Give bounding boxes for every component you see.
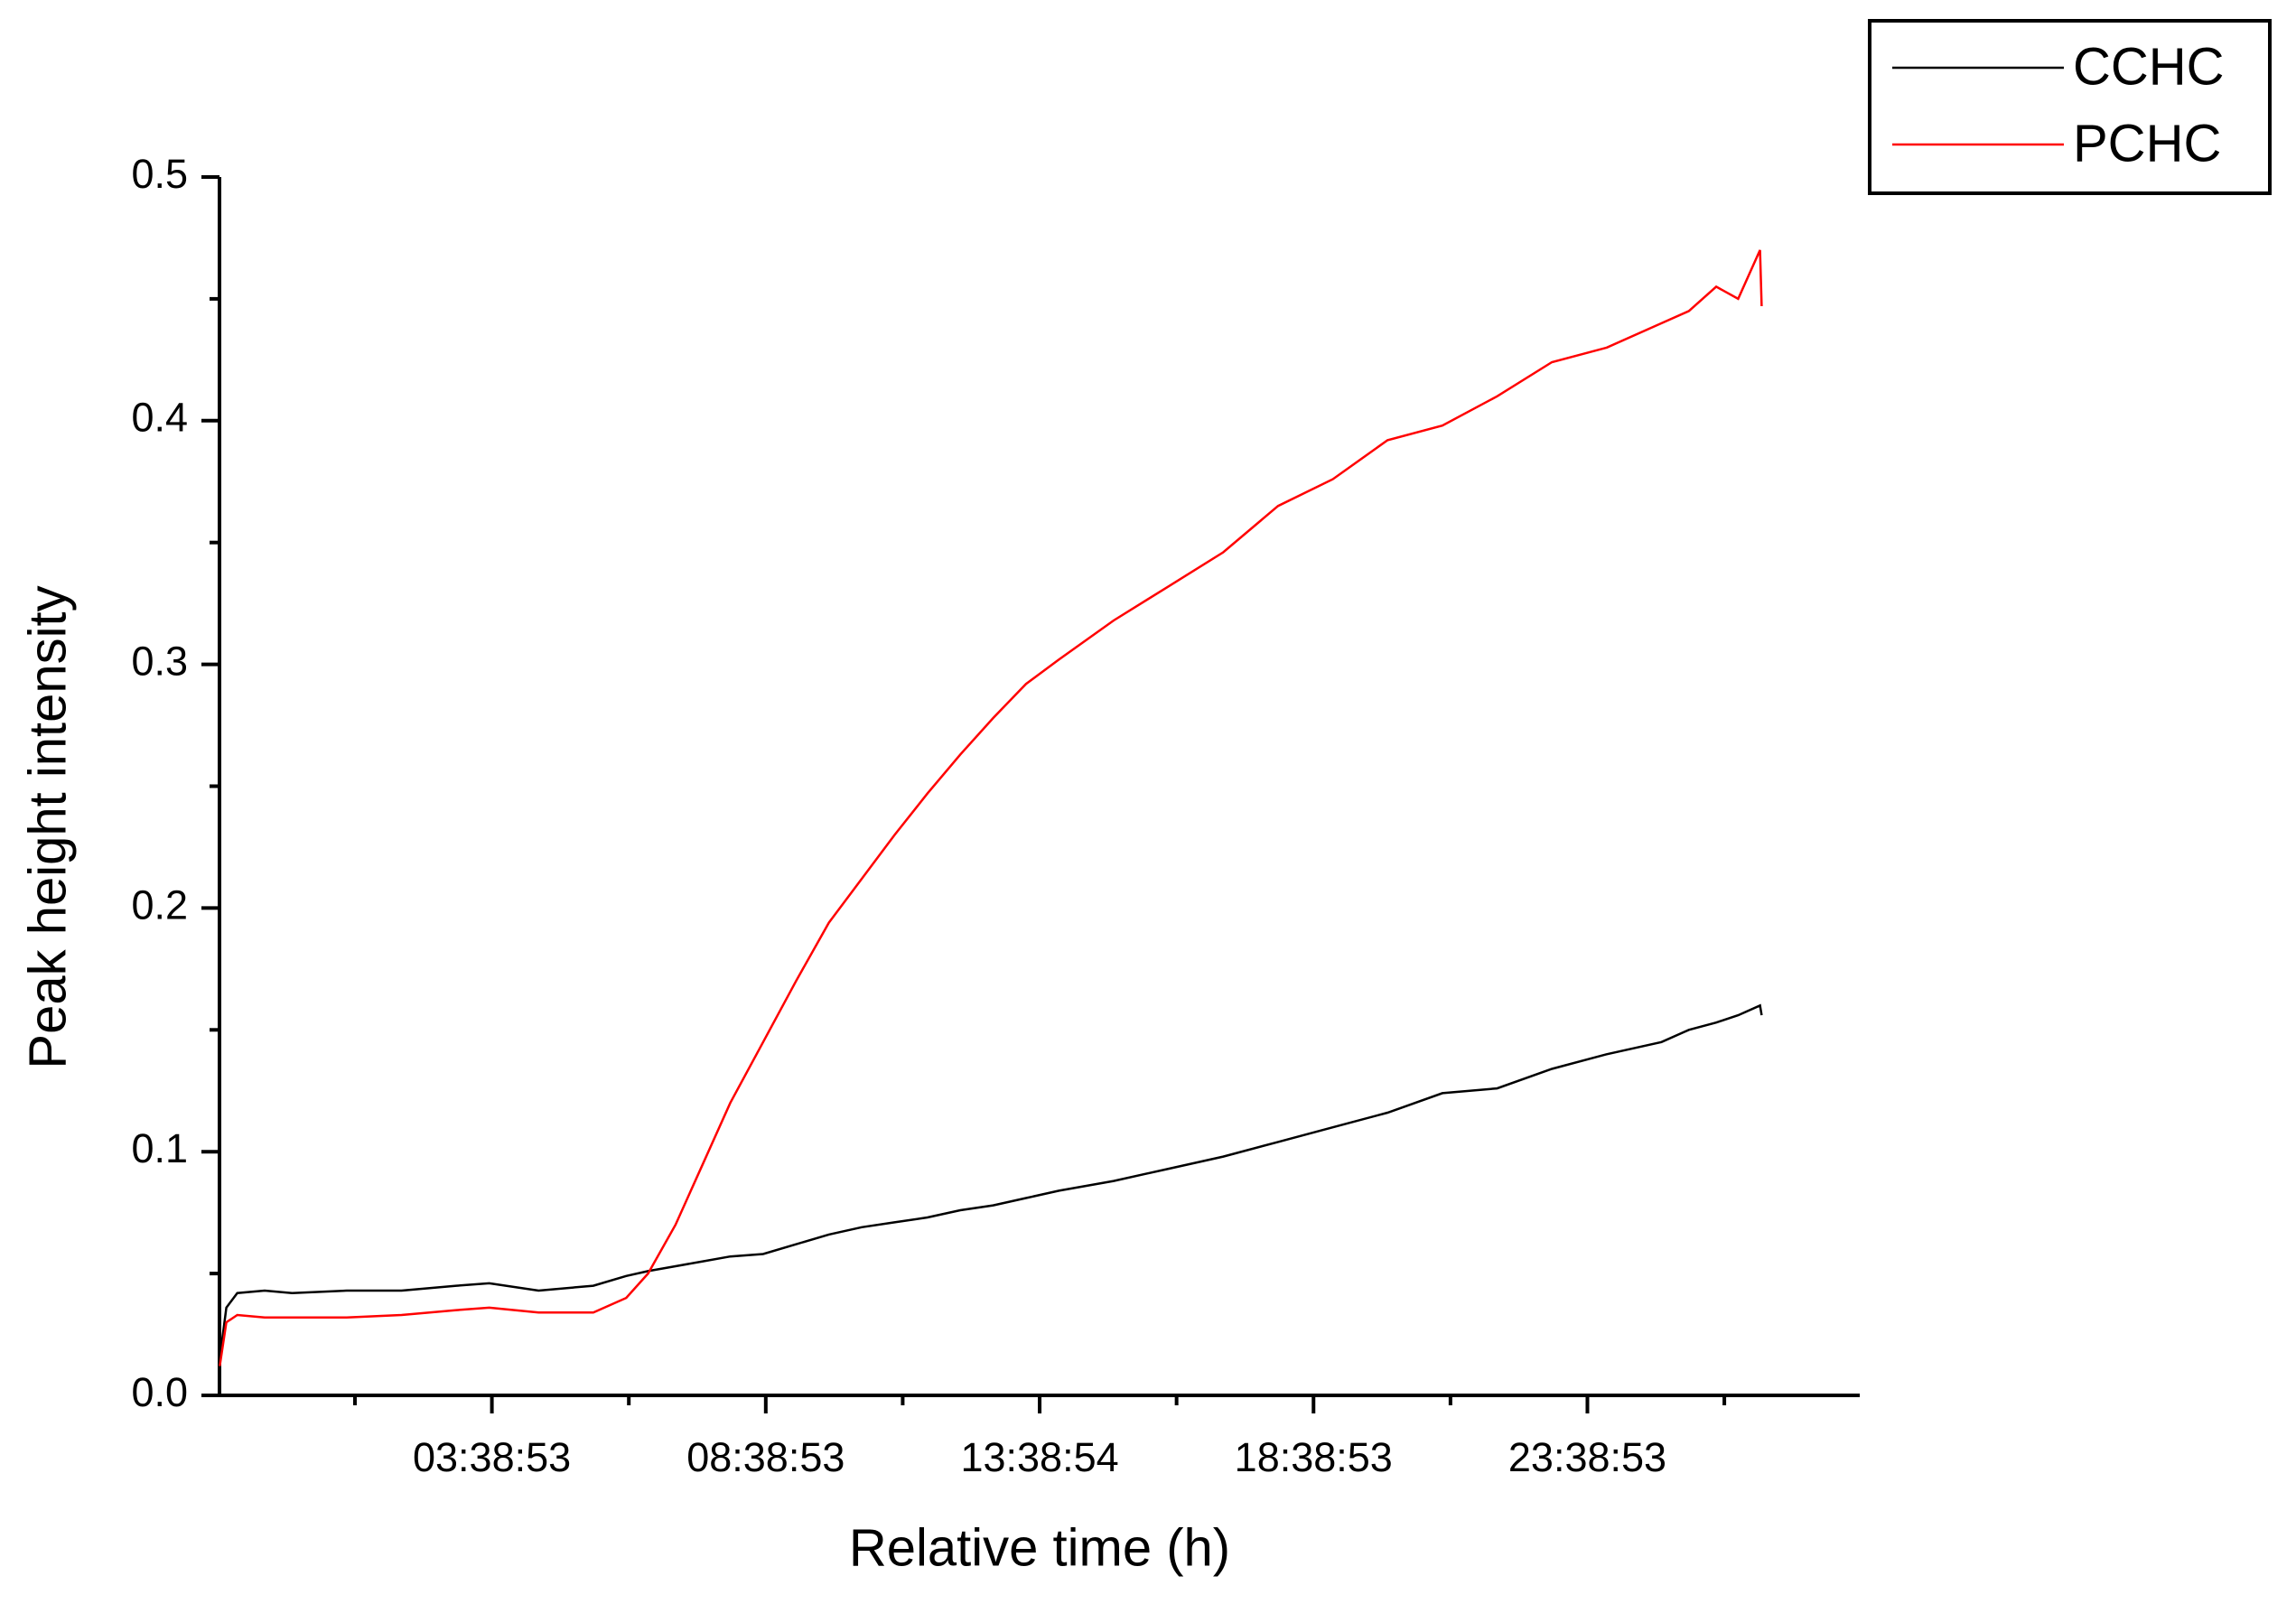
y-tick-label: 0.4 bbox=[131, 395, 188, 441]
data-line bbox=[219, 249, 1763, 1366]
y-tick-label: 0.3 bbox=[131, 638, 188, 684]
legend-label: PCHC bbox=[2073, 114, 2221, 173]
data-line bbox=[219, 1003, 1763, 1359]
x-axis-title: Relative time (h) bbox=[849, 1518, 1230, 1577]
y-tick-label: 0.5 bbox=[131, 151, 188, 197]
x-tick-label: 08:38:53 bbox=[686, 1434, 845, 1480]
y-axis-title: Peak height intensity bbox=[18, 585, 77, 1068]
y-tick-label: 0.1 bbox=[131, 1125, 188, 1171]
x-tick-label: 23:38:53 bbox=[1508, 1434, 1666, 1480]
legend-box bbox=[1868, 19, 2272, 195]
x-tick-label: 18:38:53 bbox=[1235, 1434, 1393, 1480]
x-tick-label: 13:38:54 bbox=[960, 1434, 1118, 1480]
legend-label: CCHC bbox=[2073, 37, 2225, 96]
y-tick-label: 0.2 bbox=[131, 881, 188, 928]
x-tick-label: 03:38:53 bbox=[413, 1434, 571, 1480]
y-tick-label: 0.0 bbox=[131, 1369, 188, 1415]
